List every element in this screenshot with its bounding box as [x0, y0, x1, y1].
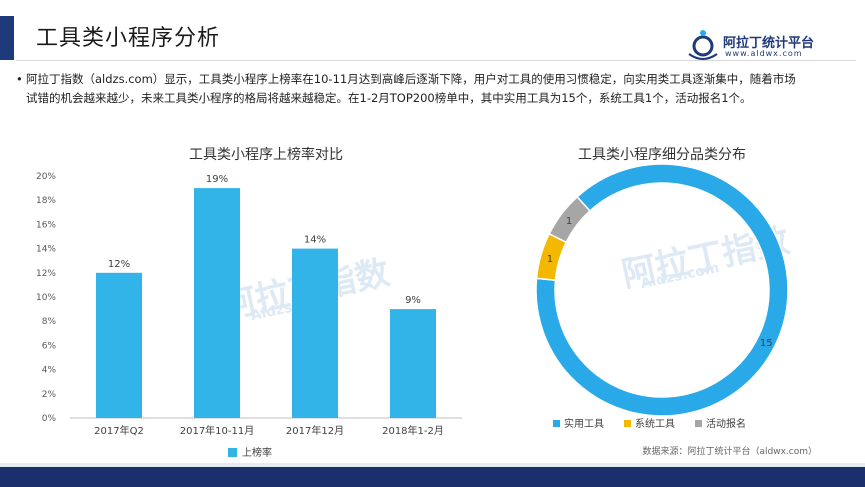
brand-logo: 阿拉丁统计平台 www.aldwx.com	[685, 26, 845, 66]
bar	[194, 188, 240, 418]
donut-slice	[548, 195, 591, 244]
bar-data-label: 12%	[108, 259, 130, 270]
y-tick-label: 2%	[42, 390, 57, 400]
footer-stripe	[0, 463, 865, 467]
bar-data-label: 14%	[304, 235, 326, 246]
donut-legend-swatch	[553, 420, 560, 427]
y-tick-label: 10%	[36, 293, 56, 303]
y-tick-label: 8%	[42, 317, 57, 327]
donut-legend-label: 系统工具	[635, 417, 675, 430]
donut-legend-swatch	[624, 420, 631, 427]
x-tick-label: 2018年1-2月	[382, 424, 444, 437]
x-tick-label: 2017年Q2	[94, 424, 144, 437]
legend-label: 上榜率	[242, 446, 272, 459]
donut-legend-swatch	[695, 420, 702, 427]
page-title: 工具类小程序分析	[36, 26, 221, 51]
y-tick-label: 0%	[42, 414, 57, 424]
donut-chart-title: 工具类小程序细分品类分布	[578, 147, 746, 163]
bar-chart-title: 工具类小程序上榜率对比	[189, 146, 343, 163]
summary-paragraph: • 阿拉丁指数（aldzs.com）显示，工具类小程序上榜率在10-11月达到高…	[16, 70, 806, 108]
bar	[96, 272, 142, 418]
legend-swatch	[228, 448, 237, 457]
bar-data-label: 9%	[405, 295, 421, 306]
header: 工具类小程序分析 阿拉丁统计平台 www.aldwx.com	[0, 16, 865, 62]
donut-slice	[535, 163, 789, 417]
donut-data-label: 15	[760, 338, 773, 349]
logo-icon	[688, 30, 718, 60]
donut-data-label: 1	[547, 254, 553, 265]
bar	[292, 248, 338, 418]
data-source: 数据来源：阿拉丁统计平台（aldwx.com）	[642, 447, 818, 457]
summary-text: 阿拉丁指数（aldzs.com）显示，工具类小程序上榜率在10-11月达到高峰后…	[26, 72, 796, 105]
title-accent-bar	[0, 16, 14, 60]
bullet-icon: •	[16, 72, 23, 86]
bar	[390, 309, 436, 418]
y-tick-label: 16%	[36, 220, 56, 230]
x-tick-label: 2017年10-11月	[180, 424, 255, 437]
y-tick-label: 14%	[36, 245, 56, 255]
logo-url: www.aldwx.com	[725, 49, 803, 58]
y-tick-label: 18%	[36, 196, 56, 206]
donut-legend-label: 实用工具	[564, 417, 604, 430]
bar-data-label: 19%	[206, 174, 228, 185]
y-tick-label: 12%	[36, 269, 56, 279]
title-divider	[16, 60, 856, 61]
y-tick-label: 6%	[42, 341, 57, 351]
donut-data-label: 1	[566, 216, 572, 227]
y-tick-label: 20%	[36, 172, 56, 182]
footer-bar	[0, 467, 865, 487]
logo-name: 阿拉丁统计平台	[723, 36, 815, 51]
donut-legend-label: 活动报名	[706, 417, 746, 430]
y-tick-label: 4%	[42, 366, 57, 376]
x-tick-label: 2017年12月	[286, 424, 344, 437]
